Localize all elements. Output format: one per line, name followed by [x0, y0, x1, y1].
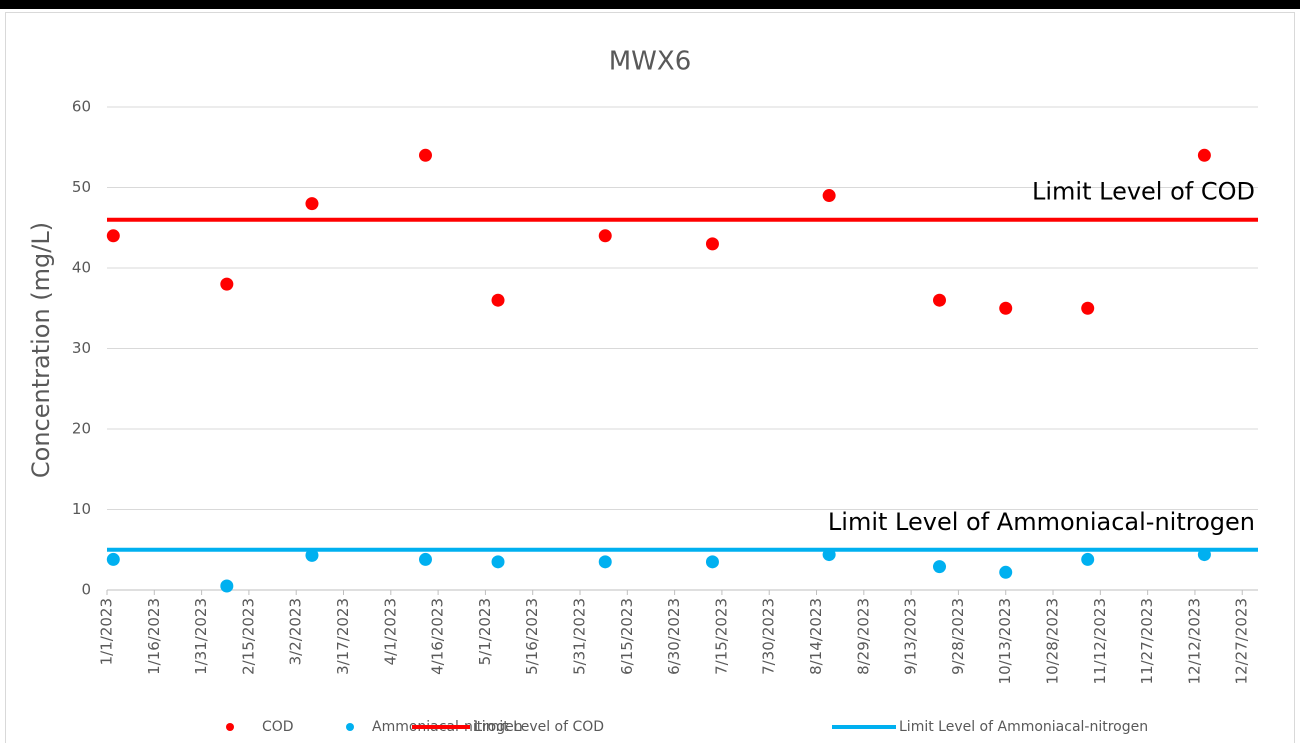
x-tick-label: 3/2/2023: [287, 598, 305, 665]
legend-label: Limit Level of Ammoniacal-nitrogen: [899, 719, 1148, 735]
x-tick-label: 1/31/2023: [192, 598, 210, 675]
x-tick-label: 1/16/2023: [145, 598, 163, 675]
x-tick-label: 2/15/2023: [239, 598, 257, 675]
chart-border: [5, 12, 1295, 743]
x-tick-label: 9/28/2023: [949, 598, 967, 675]
point: [305, 197, 319, 211]
limit-annotation: Limit Level of COD: [1032, 178, 1255, 206]
x-tick-label: 1/1/2023: [98, 598, 116, 665]
point: [1081, 552, 1095, 566]
point: [491, 293, 505, 307]
x-tick-label: 11/27/2023: [1138, 598, 1156, 684]
y-tick-label: 40: [72, 259, 91, 277]
point: [933, 293, 947, 307]
point: [933, 560, 947, 574]
point: [491, 555, 505, 569]
y-tick-label: 20: [72, 420, 91, 438]
x-tick-label: 10/13/2023: [996, 598, 1014, 684]
legend-label: COD: [262, 719, 294, 735]
point: [705, 237, 719, 251]
x-tick-label: 8/29/2023: [854, 598, 872, 675]
x-tick-label: 8/14/2023: [807, 598, 825, 675]
point: [705, 555, 719, 569]
point: [106, 552, 120, 566]
legend-label: Limit Level of COD: [474, 719, 604, 735]
point: [418, 148, 432, 162]
x-tick-label: 6/30/2023: [665, 598, 683, 675]
x-tick-label: 11/12/2023: [1091, 598, 1109, 684]
point: [999, 565, 1013, 579]
top-bar: [0, 0, 1300, 9]
chart-title: MWX6: [609, 47, 692, 77]
x-tick-label: 5/31/2023: [571, 598, 589, 675]
point: [999, 301, 1013, 315]
x-tick-label: 10/28/2023: [1044, 598, 1062, 684]
y-tick-label: 10: [72, 500, 91, 518]
x-tick-label: 9/13/2023: [902, 598, 920, 675]
x-tick-label: 12/27/2023: [1233, 598, 1251, 684]
point: [220, 277, 234, 291]
x-tick-label: 12/12/2023: [1185, 598, 1203, 684]
point: [106, 229, 120, 243]
x-tick-label: 7/15/2023: [712, 598, 730, 675]
point: [598, 555, 612, 569]
x-tick-label: 5/1/2023: [476, 598, 494, 665]
limit-annotation: Limit Level of Ammoniacal-nitrogen: [828, 508, 1255, 536]
x-tick-label: 4/1/2023: [381, 598, 399, 665]
y-axis-label: Concentration (mg/L): [27, 222, 55, 478]
x-tick-label: 6/15/2023: [618, 598, 636, 675]
legend-marker: [226, 723, 234, 731]
x-tick-label: 4/16/2023: [429, 598, 447, 675]
y-tick-label: 60: [72, 98, 91, 116]
y-tick-label: 0: [81, 581, 91, 599]
point: [305, 548, 319, 562]
legend-marker: [346, 723, 354, 731]
point: [220, 579, 234, 593]
point: [598, 229, 612, 243]
point: [418, 552, 432, 566]
point: [1197, 548, 1211, 562]
x-tick-label: 5/16/2023: [523, 598, 541, 675]
y-tick-label: 50: [72, 178, 91, 196]
point: [822, 548, 836, 562]
x-tick-label: 3/17/2023: [334, 598, 352, 675]
point: [822, 189, 836, 203]
point: [1197, 148, 1211, 162]
y-tick-label: 30: [72, 339, 91, 357]
point: [1081, 301, 1095, 315]
x-tick-label: 7/30/2023: [760, 598, 778, 675]
